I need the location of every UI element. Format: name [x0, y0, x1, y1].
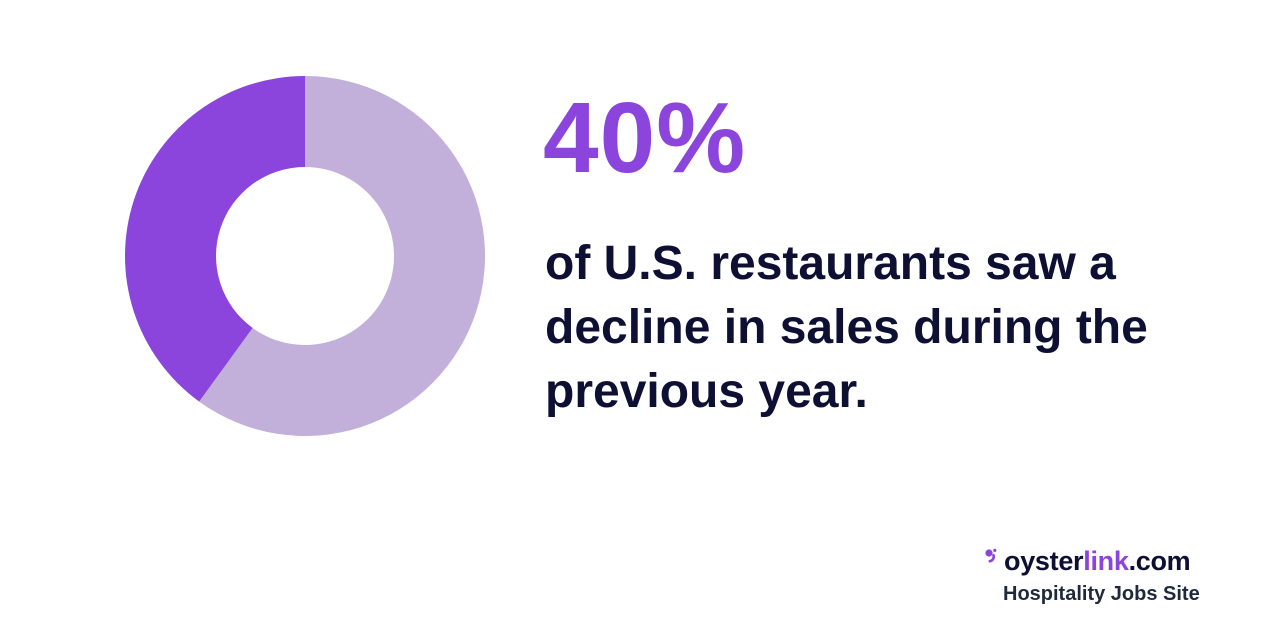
link-mark-icon: [985, 548, 997, 563]
donut-slice-1: [124, 75, 305, 402]
brand-name: oysterlink.com: [1004, 544, 1191, 578]
stat-description-line-1: of U.S. restaurants saw a: [545, 237, 1116, 290]
brand-name-part-2: link: [1083, 546, 1129, 576]
stat-description-line-3: previous year.: [545, 365, 868, 418]
stat-description-line-2: decline in sales during the: [545, 301, 1148, 354]
brand-name-part-1: oyster: [1004, 546, 1084, 576]
brand-logo[interactable]: oysterlink.com Hospitality Jobs Site: [982, 544, 1232, 608]
stat-description: of U.S. restaurants saw a decline in sal…: [545, 232, 1245, 424]
donut-slice-2: [199, 76, 485, 436]
brand-name-part-3: .com: [1128, 546, 1191, 576]
stat-percentage: 40%: [543, 82, 747, 194]
brand-tagline: Hospitality Jobs Site: [1003, 583, 1200, 605]
donut-chart: [124, 75, 485, 436]
